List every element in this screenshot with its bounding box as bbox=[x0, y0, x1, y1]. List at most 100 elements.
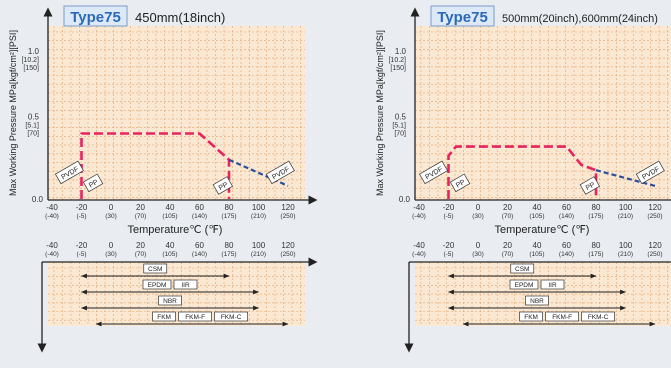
seal-label-box bbox=[581, 311, 615, 322]
y-tick-psi: [70] bbox=[394, 131, 406, 138]
x-tick-label: 100 bbox=[252, 203, 266, 212]
seal-label: FKM bbox=[524, 314, 538, 321]
y-tick-label: 0.0 bbox=[32, 195, 44, 204]
y-tick-psi: [70] bbox=[27, 131, 39, 138]
x-tick-label: -20 bbox=[443, 203, 455, 212]
type-badge-label: Type75 bbox=[70, 9, 121, 26]
y-tick-kgf: [10.2] bbox=[388, 57, 406, 64]
type-badge bbox=[63, 5, 128, 27]
x-tick-f-label: (-40) bbox=[412, 213, 426, 220]
seal-x-tick-label: 120 bbox=[648, 241, 662, 250]
x-tick-label: 40 bbox=[533, 203, 542, 212]
x-tick-f-label: (70) bbox=[135, 213, 147, 220]
x-tick-f-label: (175) bbox=[221, 213, 236, 220]
seal-label: NBR bbox=[163, 298, 177, 305]
seal-label: FKM-C bbox=[588, 314, 609, 321]
seal-x-tick-f-label: (250) bbox=[647, 251, 662, 258]
seal-x-tick-label: 100 bbox=[252, 241, 266, 250]
x-tick-label: 120 bbox=[648, 203, 662, 212]
seal-x-tick-label: -20 bbox=[443, 241, 455, 250]
x-tick-label: 120 bbox=[281, 203, 295, 212]
y-tick-label: 0.5 bbox=[395, 113, 407, 122]
x-tick-f-label: (175) bbox=[588, 213, 603, 220]
seal-label-box bbox=[214, 311, 248, 322]
seal-x-tick-f-label: (70) bbox=[502, 251, 514, 258]
seal-label-box bbox=[510, 263, 535, 274]
x-axis-label: Temperature℃ (℉) bbox=[495, 224, 590, 236]
seal-x-tick-label: -20 bbox=[76, 241, 88, 250]
seal-x-tick-label: 80 bbox=[592, 241, 601, 250]
seal-label: CSM bbox=[148, 266, 162, 273]
seal-label-box bbox=[525, 295, 549, 306]
x-tick-label: 80 bbox=[225, 203, 234, 212]
seal-x-tick-f-label: (175) bbox=[588, 251, 603, 258]
seal-x-tick-f-label: (70) bbox=[135, 251, 147, 258]
series-pvdf-line bbox=[228, 158, 289, 187]
seal-x-tick-f-label: (140) bbox=[559, 251, 574, 258]
annotation-box bbox=[54, 160, 84, 185]
x-tick-label: 60 bbox=[562, 203, 571, 212]
chart-title: 450mm(18inch) bbox=[135, 10, 225, 25]
x-tick-label: 100 bbox=[619, 203, 633, 212]
x-tick-f-label: (250) bbox=[647, 213, 662, 220]
seal-x-tick-f-label: (30) bbox=[105, 251, 117, 258]
seal-x-tick-f-label: (30) bbox=[472, 251, 484, 258]
seal-label: CSM bbox=[515, 266, 529, 273]
seal-label-box bbox=[509, 279, 539, 290]
x-axis-label: Temperature℃ (℉) bbox=[128, 224, 223, 236]
seal-label: NBR bbox=[530, 298, 544, 305]
seal-x-tick-label: 100 bbox=[619, 241, 633, 250]
seal-x-tick-label: 120 bbox=[281, 241, 295, 250]
seal-label: FKM-C bbox=[221, 314, 242, 321]
x-tick-label: 0 bbox=[476, 203, 481, 212]
seal-x-tick-f-label: (-40) bbox=[45, 251, 59, 258]
x-tick-f-label: (210) bbox=[618, 213, 633, 220]
x-tick-f-label: (105) bbox=[529, 213, 544, 220]
y-tick-psi: [150] bbox=[23, 65, 39, 72]
seal-label-box bbox=[540, 279, 565, 290]
x-tick-f-label: (-5) bbox=[443, 213, 453, 220]
x-tick-label: -40 bbox=[413, 203, 425, 212]
annotation-label: PP bbox=[455, 179, 467, 190]
annotation-box bbox=[635, 160, 665, 185]
y-axis-label: Max Working Pressure MPa[kgf/cm²][PSI] bbox=[375, 30, 385, 196]
annotation-box bbox=[579, 176, 601, 195]
y-tick-kgf: [5.1] bbox=[392, 123, 406, 130]
annotation-tag: PP bbox=[579, 176, 601, 195]
annotation-tag: PP bbox=[82, 173, 104, 193]
seal-x-tick-label: 20 bbox=[503, 241, 512, 250]
seal-x-tick-label: 60 bbox=[195, 241, 204, 250]
seal-x-tick-f-label: (210) bbox=[618, 251, 633, 258]
chart-panel-1: Type75 450mm(18inch) Max Working Pressure … bbox=[8, 5, 318, 353]
seal-x-tick-f-label: (-40) bbox=[412, 251, 426, 258]
y-tick-label: 0.0 bbox=[399, 195, 411, 204]
seal-x-tick-f-label: (-5) bbox=[76, 251, 86, 258]
x-tick-label: 20 bbox=[136, 203, 145, 212]
seal-x-tick-f-label: (175) bbox=[221, 251, 236, 258]
annotation-box bbox=[419, 160, 448, 185]
x-tick-f-label: (105) bbox=[162, 213, 177, 220]
x-tick-label: -20 bbox=[76, 203, 88, 212]
x-tick-f-label: (30) bbox=[472, 213, 484, 220]
seal-label: IIR bbox=[548, 282, 557, 289]
seal-label-box bbox=[142, 279, 172, 290]
annotation-box bbox=[449, 173, 471, 193]
annotation-label: PP bbox=[585, 181, 597, 192]
series-pp-line bbox=[447, 145, 598, 199]
annotation-box bbox=[82, 173, 104, 193]
seal-x-tick-label: 40 bbox=[533, 241, 542, 250]
x-tick-f-label: (30) bbox=[105, 213, 117, 220]
annotation-box bbox=[212, 176, 234, 195]
x-tick-label: -40 bbox=[46, 203, 58, 212]
series-pp-line bbox=[80, 132, 231, 199]
seal-x-tick-f-label: (105) bbox=[529, 251, 544, 258]
seal-x-tick-label: 0 bbox=[476, 241, 481, 250]
y-tick-kgf: [5.1] bbox=[25, 123, 39, 130]
seal-x-tick-label: 20 bbox=[136, 241, 145, 250]
chart-title: 500mm(20inch),600mm(24inch) bbox=[502, 13, 658, 25]
seal-x-tick-f-label: (-5) bbox=[443, 251, 453, 258]
seal-x-tick-label: -40 bbox=[46, 241, 58, 250]
chart-panel-2: Type75 500mm(20inch),600mm(24inch) Max Wor… bbox=[375, 5, 671, 353]
